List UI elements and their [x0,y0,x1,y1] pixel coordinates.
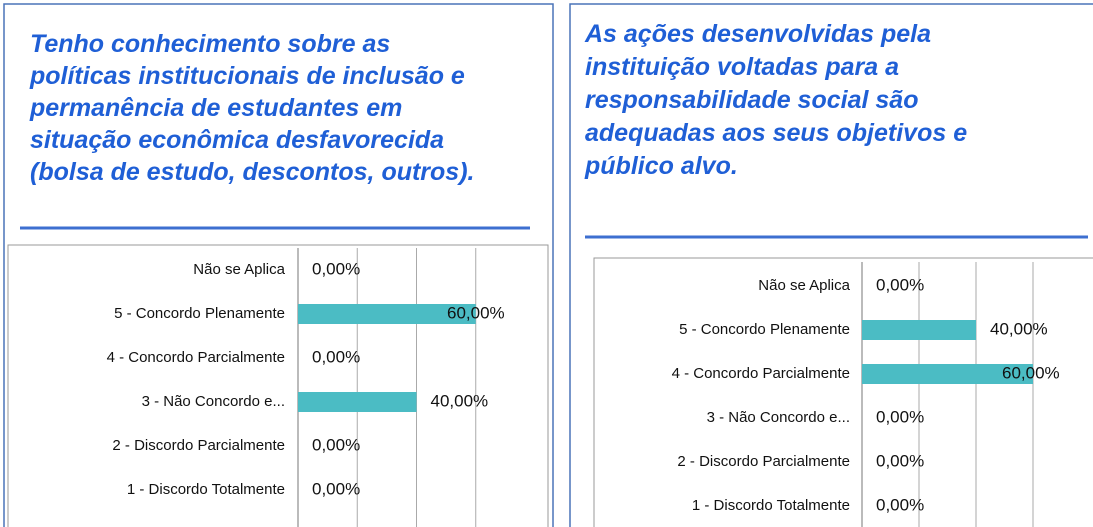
panel-frame [569,3,1093,527]
category-label: 1 - Discordo Totalmente [692,497,850,514]
bar [298,304,476,324]
category-label: 1 - Discordo Totalmente [127,481,285,498]
chart-title: situação econômica desfavorecida [30,126,444,154]
bar [298,392,417,412]
category-label: 3 - Não Concordo e... [142,393,285,410]
chart-title: instituição voltadas para a [585,53,899,81]
category-label: 4 - Concordo Parcialmente [107,349,285,366]
chart-frame [7,244,549,527]
category-label: Não se Aplica [193,261,285,278]
category-label: 4 - Concordo Parcialmente [672,365,850,382]
bar [862,320,976,340]
value-label: 0,00% [312,479,360,498]
chart-title: público alvo. [584,152,738,180]
value-label: 0,00% [876,495,924,514]
category-label: 5 - Concordo Plenamente [114,305,285,322]
value-label: 60,00% [447,303,505,322]
chart-title: políticas institucionais de inclusão e [29,62,465,90]
panel-frame [3,3,554,527]
chart-title: adequadas aos seus objetivos e [585,119,967,147]
chart-title: As ações desenvolvidas pela [584,20,931,48]
value-label: 60,00% [1002,363,1060,382]
chart-frame [593,257,1093,527]
bar [862,364,1033,384]
category-label: Não se Aplica [758,277,850,294]
value-label: 0,00% [312,347,360,366]
category-label: 2 - Discordo Parcialmente [677,453,850,470]
chart-title: responsabilidade social são [585,86,918,114]
value-label: 0,00% [876,275,924,294]
value-label: 0,00% [312,259,360,278]
category-label: 5 - Concordo Plenamente [679,321,850,338]
category-label: 2 - Discordo Parcialmente [112,437,285,454]
value-label: 40,00% [990,319,1048,338]
value-label: 40,00% [431,391,489,410]
value-label: 0,00% [876,451,924,470]
chart-title: Tenho conhecimento sobre as [30,30,390,58]
category-label: 3 - Não Concordo e... [707,409,850,426]
chart-title: (bolsa de estudo, descontos, outros). [30,158,474,186]
value-label: 0,00% [312,435,360,454]
chart-title: permanência de estudantes em [29,94,402,122]
value-label: 0,00% [876,407,924,426]
